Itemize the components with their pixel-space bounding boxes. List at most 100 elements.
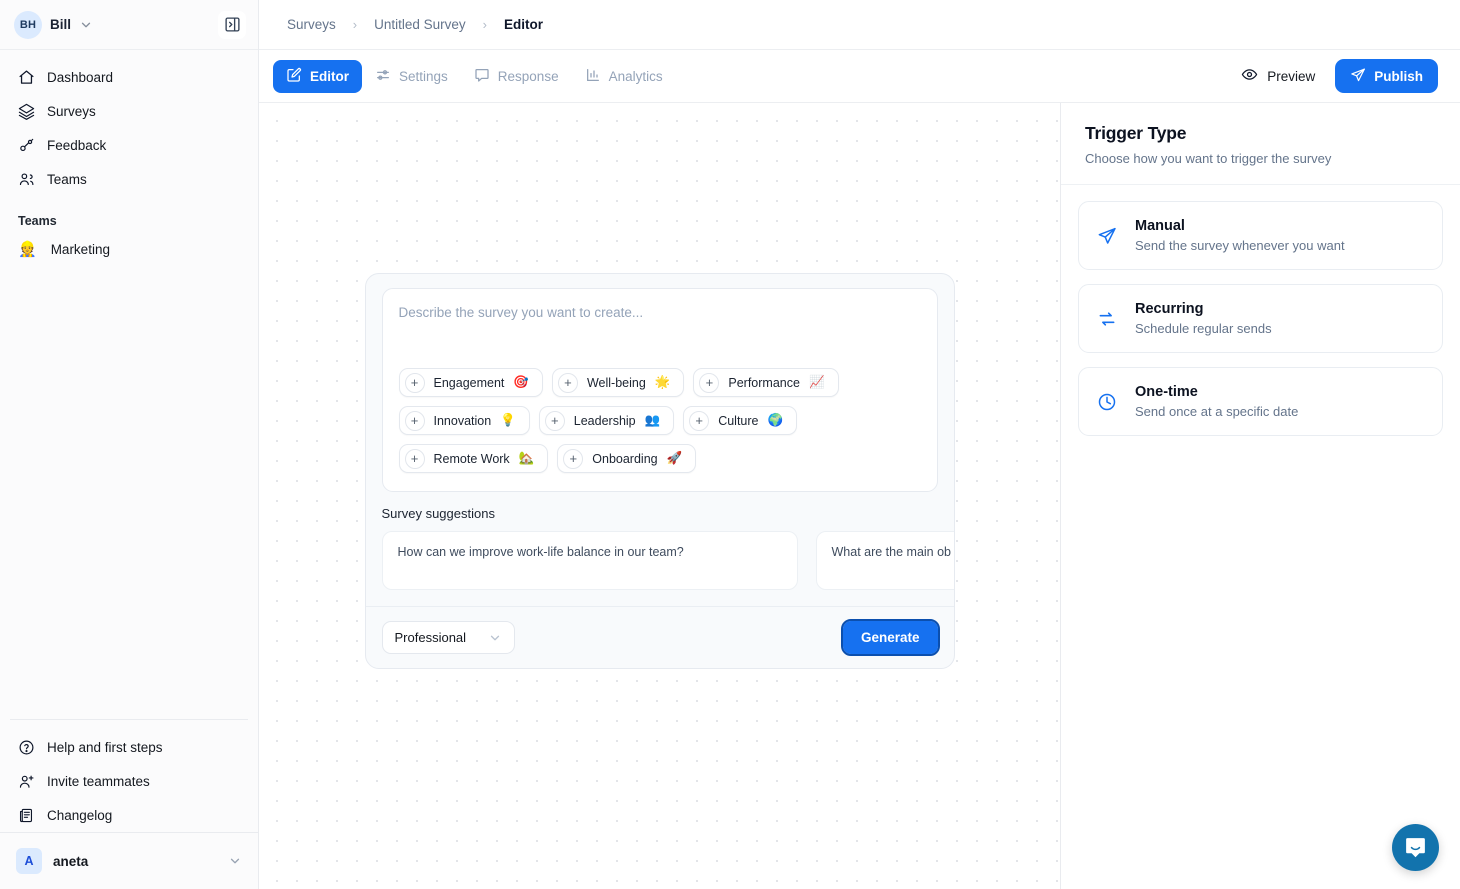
sidebar-spacer: [0, 266, 258, 719]
workspace-avatar: BH: [14, 10, 42, 39]
plus-icon: +: [699, 372, 720, 393]
breadcrumb-separator: ›: [482, 17, 488, 32]
prompt-box[interactable]: Describe the survey you want to create..…: [381, 288, 938, 492]
sidebar-item-label: Invite teammates: [47, 773, 150, 789]
sidebar-item-label: Surveys: [47, 103, 96, 119]
preview-label: Preview: [1267, 68, 1316, 84]
topic-chip-well-being[interactable]: + Well-being 🌟: [551, 368, 685, 397]
trigger-option-desc: Send once at a specific date: [1135, 404, 1299, 419]
user-plus-icon: [18, 773, 35, 790]
sidebar-item-label: Dashboard: [47, 69, 114, 85]
trigger-option-text: Manual Send the survey whenever you want: [1135, 218, 1345, 253]
tab-bar: Editor Settings Response Analytics: [259, 50, 1460, 103]
question-circle-icon: [18, 739, 35, 756]
chip-label: Well-being: [586, 375, 646, 390]
plus-icon: +: [404, 410, 425, 431]
topic-chip-onboarding[interactable]: + Onboarding 🚀: [557, 444, 697, 473]
intercom-chat-icon: [1406, 838, 1425, 858]
trigger-option-text: One-time Send once at a specific date: [1135, 384, 1298, 419]
tab-analytics[interactable]: Analytics: [572, 60, 676, 93]
sidebar-team-marketing[interactable]: 👷 Marketing: [10, 232, 248, 266]
chevron-down-icon: [81, 22, 91, 27]
plus-icon: +: [563, 448, 584, 469]
tab-label: Response: [497, 68, 559, 84]
breadcrumb-item-surveys[interactable]: Surveys: [287, 17, 336, 32]
sidebar-item-changelog[interactable]: Changelog: [10, 798, 248, 832]
trigger-option-one-time[interactable]: One-time Send once at a specific date: [1078, 367, 1443, 436]
users-icon: [18, 171, 35, 188]
preview-button[interactable]: Preview: [1229, 60, 1327, 93]
tone-select-value: Professional: [394, 630, 467, 645]
topic-chip-leadership[interactable]: + Leadership 👥: [538, 406, 675, 435]
dart-emoji-icon: 🎯: [513, 375, 529, 389]
sidebar-item-label: Help and first steps: [47, 739, 163, 755]
collapse-sidebar-button[interactable]: [218, 10, 246, 39]
topic-chip-culture[interactable]: + Culture 🌍: [683, 406, 798, 435]
suggestion-card[interactable]: What are the main ob: [815, 531, 954, 590]
breadcrumb-item-untitled-survey[interactable]: Untitled Survey: [374, 17, 466, 32]
sliders-icon: [375, 67, 391, 86]
trigger-option-recurring[interactable]: Recurring Schedule regular sends: [1078, 284, 1443, 353]
chip-label: Innovation: [433, 413, 492, 428]
generate-button[interactable]: Generate: [840, 619, 940, 656]
tab-response[interactable]: Response: [461, 60, 572, 93]
breadcrumb-separator: ›: [352, 17, 358, 32]
topic-chip-engagement[interactable]: + Engagement 🎯: [398, 368, 543, 397]
globe-emoji-icon: 🌍: [767, 413, 784, 427]
prompt-input-placeholder[interactable]: Describe the survey you want to create..…: [398, 305, 644, 320]
page-title: Trigger Type: [1085, 123, 1187, 143]
topic-chip-remote-work[interactable]: + Remote Work 🏡: [398, 444, 549, 473]
house-emoji-icon: 🏡: [518, 451, 535, 465]
tone-select[interactable]: Professional: [381, 621, 516, 654]
sidebar-item-invite-teammates[interactable]: Invite teammates: [10, 764, 248, 798]
trigger-option-list: Manual Send the survey whenever you want…: [1061, 185, 1460, 452]
trigger-type-panel: Trigger Type Choose how you want to trig…: [1060, 103, 1460, 889]
clock-icon: [1097, 392, 1117, 412]
chip-label: Engagement: [433, 375, 505, 390]
sidebar-item-help[interactable]: Help and first steps: [10, 730, 248, 764]
user-menu-button[interactable]: A aneta: [10, 843, 248, 879]
chip-label: Leadership: [573, 413, 636, 428]
sidebar-item-feedback[interactable]: Feedback: [10, 128, 248, 162]
plus-icon: +: [689, 410, 710, 431]
workspace-switcher[interactable]: BH Bill: [0, 0, 258, 50]
plus-icon: +: [544, 410, 565, 431]
tab-label: Settings: [399, 68, 448, 84]
suggestion-card[interactable]: How can we improve work-life balance in …: [381, 531, 798, 590]
sidebar-item-teams[interactable]: Teams: [10, 162, 248, 196]
tab-label: Editor: [310, 68, 349, 84]
sidebar-team-label: Marketing: [50, 241, 110, 257]
sidebar-nav: Dashboard Surveys Feedback Teams: [0, 50, 258, 266]
rocket-emoji-icon: 🚀: [666, 451, 683, 465]
breadcrumb-item-editor: Editor: [504, 17, 544, 32]
layers-icon: [18, 103, 35, 120]
chip-label: Performance: [728, 375, 800, 390]
message-icon: [474, 67, 490, 86]
chat-widget-button[interactable]: [1392, 824, 1439, 871]
topic-chip-innovation[interactable]: + Innovation 💡: [398, 406, 530, 435]
trigger-option-manual[interactable]: Manual Send the survey whenever you want: [1078, 201, 1443, 270]
tab-label: Analytics: [608, 68, 663, 84]
trigger-option-text: Recurring Schedule regular sends: [1135, 301, 1272, 336]
repeat-icon: [1097, 309, 1117, 329]
chevron-down-icon: [230, 858, 240, 864]
tab-settings[interactable]: Settings: [362, 60, 461, 93]
chevron-down-icon: [490, 635, 500, 640]
sidebar-item-surveys[interactable]: Surveys: [10, 94, 248, 128]
publish-button[interactable]: Publish: [1335, 59, 1438, 93]
plus-icon: +: [557, 372, 578, 393]
main-area: Surveys › Untitled Survey › Editor Edito…: [259, 0, 1460, 889]
tab-editor[interactable]: Editor: [273, 59, 362, 93]
user-name: aneta: [53, 853, 89, 869]
eye-icon: [1241, 66, 1258, 86]
topic-chip-performance[interactable]: + Performance 📈: [693, 368, 839, 397]
paper-plane-icon: [1097, 226, 1117, 246]
trigger-option-name: Manual: [1135, 218, 1185, 234]
bar-chart-icon: [585, 67, 601, 86]
sidebar-item-dashboard[interactable]: Dashboard: [10, 60, 248, 94]
trigger-option-desc: Schedule regular sends: [1135, 321, 1272, 336]
topic-chip-list: + Engagement 🎯 + Well-being 🌟 +: [398, 368, 921, 473]
sidebar-item-label: Feedback: [47, 137, 107, 153]
newspaper-icon: [18, 807, 35, 824]
